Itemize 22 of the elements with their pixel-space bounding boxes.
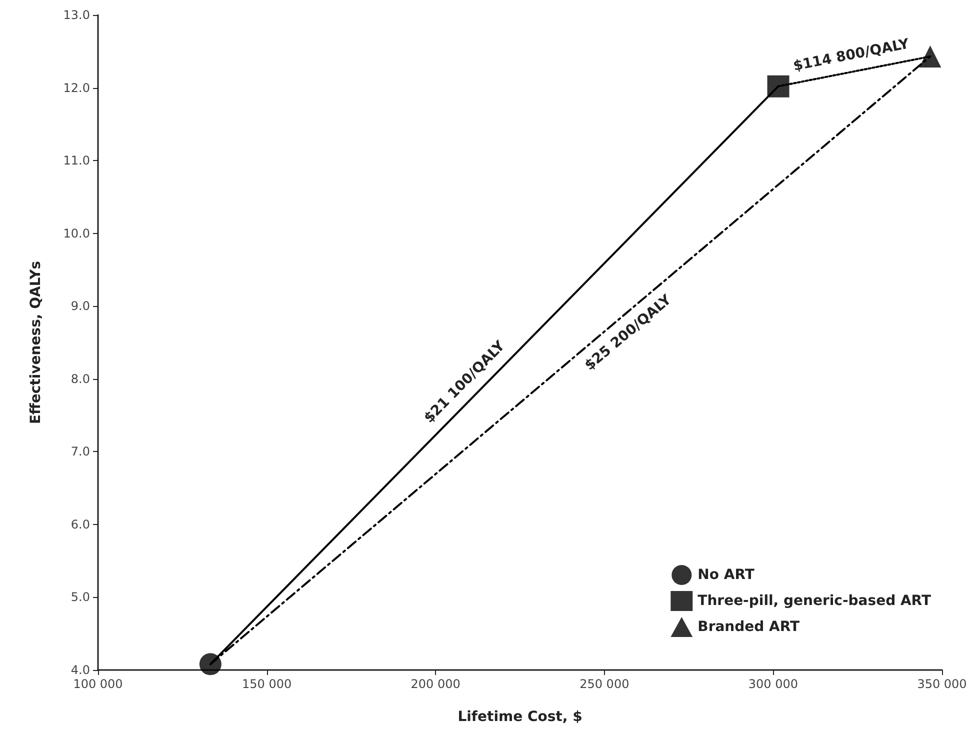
annotation: $114 800/QALY <box>792 36 912 75</box>
y-tick-label: 13.0 <box>63 8 90 22</box>
legend-label: Branded ART <box>698 619 800 635</box>
y-tick-label: 5.0 <box>70 590 90 604</box>
y-tick-label: 12.0 <box>63 80 90 95</box>
y-tick-label: 11.0 <box>63 154 90 168</box>
x-tick-label: 200 000 <box>410 677 460 691</box>
x-axis-title: Lifetime Cost, $ <box>458 709 582 725</box>
x-tick-label: 250 000 <box>580 677 630 691</box>
y-tick-label: 10.0 <box>63 226 90 240</box>
x-tick-label: 350 000 <box>917 677 967 691</box>
y-tick-label: 8.0 <box>70 372 90 386</box>
x-tick-label: 150 000 <box>242 677 292 691</box>
y-axis-title: Effectiveness, QALYs <box>28 260 44 424</box>
y-tick-label: 7.0 <box>70 444 90 459</box>
x-tick-label: 100 000 <box>73 677 123 691</box>
y-tick-label: 4.0 <box>70 663 90 677</box>
y-tick-label: 6.0 <box>70 517 90 532</box>
y-tick-label: 9.0 <box>70 299 90 314</box>
legend-label: No ART <box>698 567 755 583</box>
legend-label: Three-pill, generic-based ART <box>698 593 932 609</box>
x-tick-label: 300 000 <box>748 677 798 691</box>
